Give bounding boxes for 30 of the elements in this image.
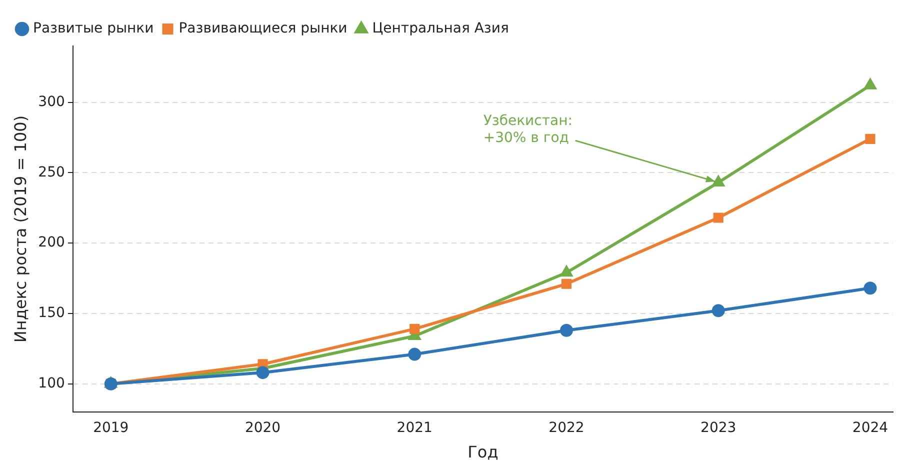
point bbox=[865, 134, 876, 144]
point bbox=[712, 176, 724, 187]
y-tick-label: 300 bbox=[38, 94, 65, 110]
point bbox=[410, 324, 420, 334]
x-tick-label: 2022 bbox=[548, 420, 584, 436]
legend-label: Развитые рынки bbox=[33, 20, 154, 37]
point bbox=[864, 282, 877, 295]
point bbox=[864, 78, 876, 90]
x-tick-label: 2024 bbox=[852, 420, 888, 436]
point bbox=[258, 359, 268, 370]
x-tick-label: 2021 bbox=[396, 420, 432, 436]
x-tick-label: 2023 bbox=[700, 420, 736, 436]
y-tick-label: 100 bbox=[38, 375, 65, 392]
point bbox=[560, 266, 572, 277]
y-axis-title: Индекс роста (2019 = 100) bbox=[10, 115, 30, 343]
legend-label: Развивающиеся рынки bbox=[178, 20, 348, 37]
point bbox=[712, 304, 725, 318]
annotation: Узбекистан: +30% в год bbox=[483, 113, 572, 146]
point bbox=[713, 212, 724, 223]
y-tick-label: 250 bbox=[38, 164, 65, 180]
x-tick-label: 2020 bbox=[244, 420, 281, 436]
x-tick-label: 2019 bbox=[93, 420, 129, 436]
point bbox=[408, 348, 422, 361]
y-tick-label: 200 bbox=[38, 234, 65, 251]
point bbox=[560, 324, 573, 337]
y-tick-label: 150 bbox=[38, 305, 65, 322]
point bbox=[256, 366, 270, 380]
legend-label: Центральная Азия bbox=[372, 20, 509, 37]
point bbox=[561, 278, 572, 289]
x-axis-title: Год bbox=[468, 442, 498, 462]
